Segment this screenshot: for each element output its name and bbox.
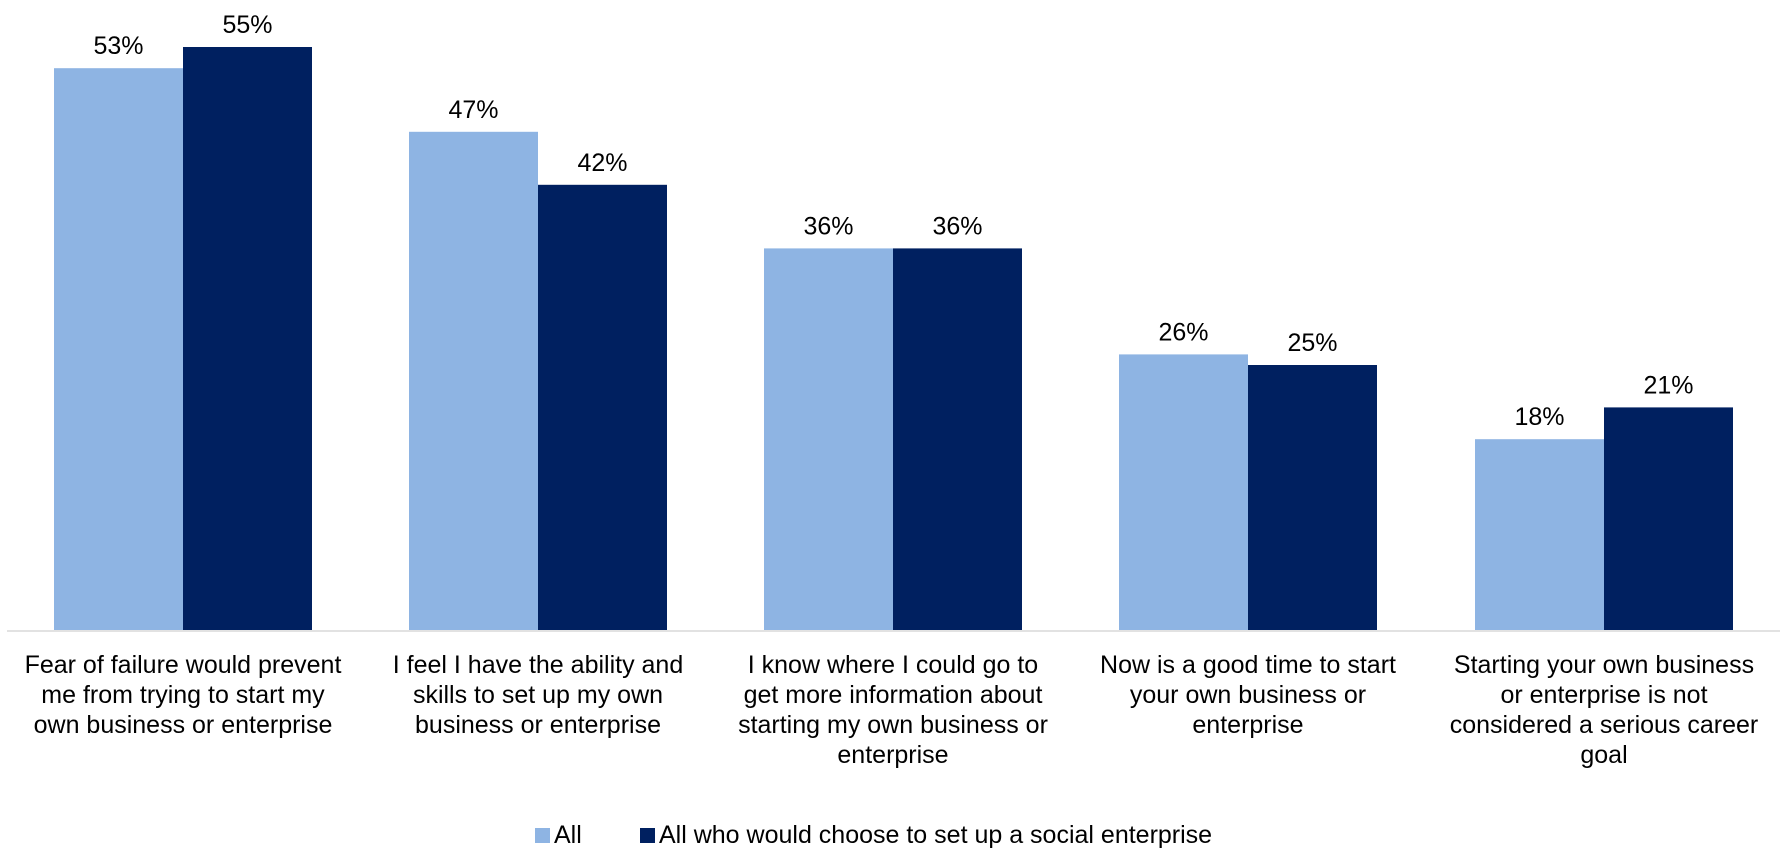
category-label-line: or enterprise is not [1500, 681, 1708, 709]
legend: All All who would choose to set up a soc… [0, 823, 1785, 848]
value-label-s1-c1: 42% [577, 149, 627, 177]
category-label-line: starting my own business or [738, 711, 1048, 739]
category-label-line: get more information about [743, 681, 1043, 709]
category-label-3: Now is a good time to start your own busi… [1073, 650, 1423, 740]
legend-swatch-social-enterprise [640, 828, 655, 843]
legend-label-all: All [554, 821, 582, 849]
value-label-s1-c3: 25% [1287, 329, 1337, 357]
value-label-s0-c3: 26% [1158, 318, 1208, 346]
category-label-line: Starting your own business [1453, 651, 1755, 679]
bar-s1-c3 [1248, 365, 1377, 630]
legend-label-social-enterprise: All who would choose to set up a social … [659, 821, 1213, 849]
category-label-line: enterprise [1192, 711, 1304, 739]
category-label-line: Fear of failure would prevent [24, 651, 342, 679]
bar-s0-c4 [1475, 439, 1604, 630]
category-label-0: Fear of failure would prevent me from try… [8, 650, 358, 740]
category-label-line: business or enterprise [415, 711, 661, 739]
category-label-line: goal [1580, 741, 1628, 769]
category-label-1: I feel I have the ability and skills to s… [363, 650, 713, 740]
bars-group [54, 47, 1733, 631]
value-labels-group: 53% 55% 47% 42% 36% 36% 26% 25% 18% 21% [93, 11, 1693, 431]
bar-s0-c2 [764, 248, 893, 630]
value-label-s0-c2: 36% [803, 212, 853, 240]
value-label-s1-c0: 55% [222, 11, 272, 39]
category-label-line: I feel I have the ability and [392, 651, 684, 679]
category-label-line: your own business or [1129, 681, 1367, 709]
bar-s0-c0 [54, 68, 183, 630]
category-label-line: considered a serious career [1449, 711, 1759, 739]
category-label-4: Starting your own business or enterprise … [1429, 650, 1779, 770]
category-label-2: I know where I could go to get more infor… [718, 650, 1068, 770]
bar-s1-c1 [538, 184, 667, 631]
category-label-line: skills to set up my own [412, 681, 664, 709]
category-label-line: I know where I could go to [747, 651, 1039, 679]
category-label-line: Now is a good time to start [1100, 651, 1396, 679]
category-label-line: me from trying to start my [41, 681, 325, 709]
bar-s1-c0 [183, 47, 312, 630]
value-label-s1-c4: 21% [1643, 371, 1693, 399]
value-label-s0-c0: 53% [93, 32, 143, 60]
value-label-s0-c1: 47% [448, 96, 498, 124]
legend-swatch-all [535, 828, 550, 843]
bar-s0-c1 [409, 131, 538, 631]
value-label-s1-c2: 36% [932, 212, 982, 240]
bar-s1-c4 [1604, 407, 1733, 630]
value-label-s0-c4: 18% [1514, 403, 1564, 431]
bar-s0-c3 [1119, 354, 1248, 630]
legend-item-social-enterprise: All who would choose to set up a social … [640, 823, 1212, 848]
category-label-line: own business or enterprise [33, 711, 333, 739]
legend-item-all: All [535, 823, 582, 848]
category-label-line: enterprise [837, 741, 949, 769]
bar-s1-c2 [893, 248, 1022, 630]
